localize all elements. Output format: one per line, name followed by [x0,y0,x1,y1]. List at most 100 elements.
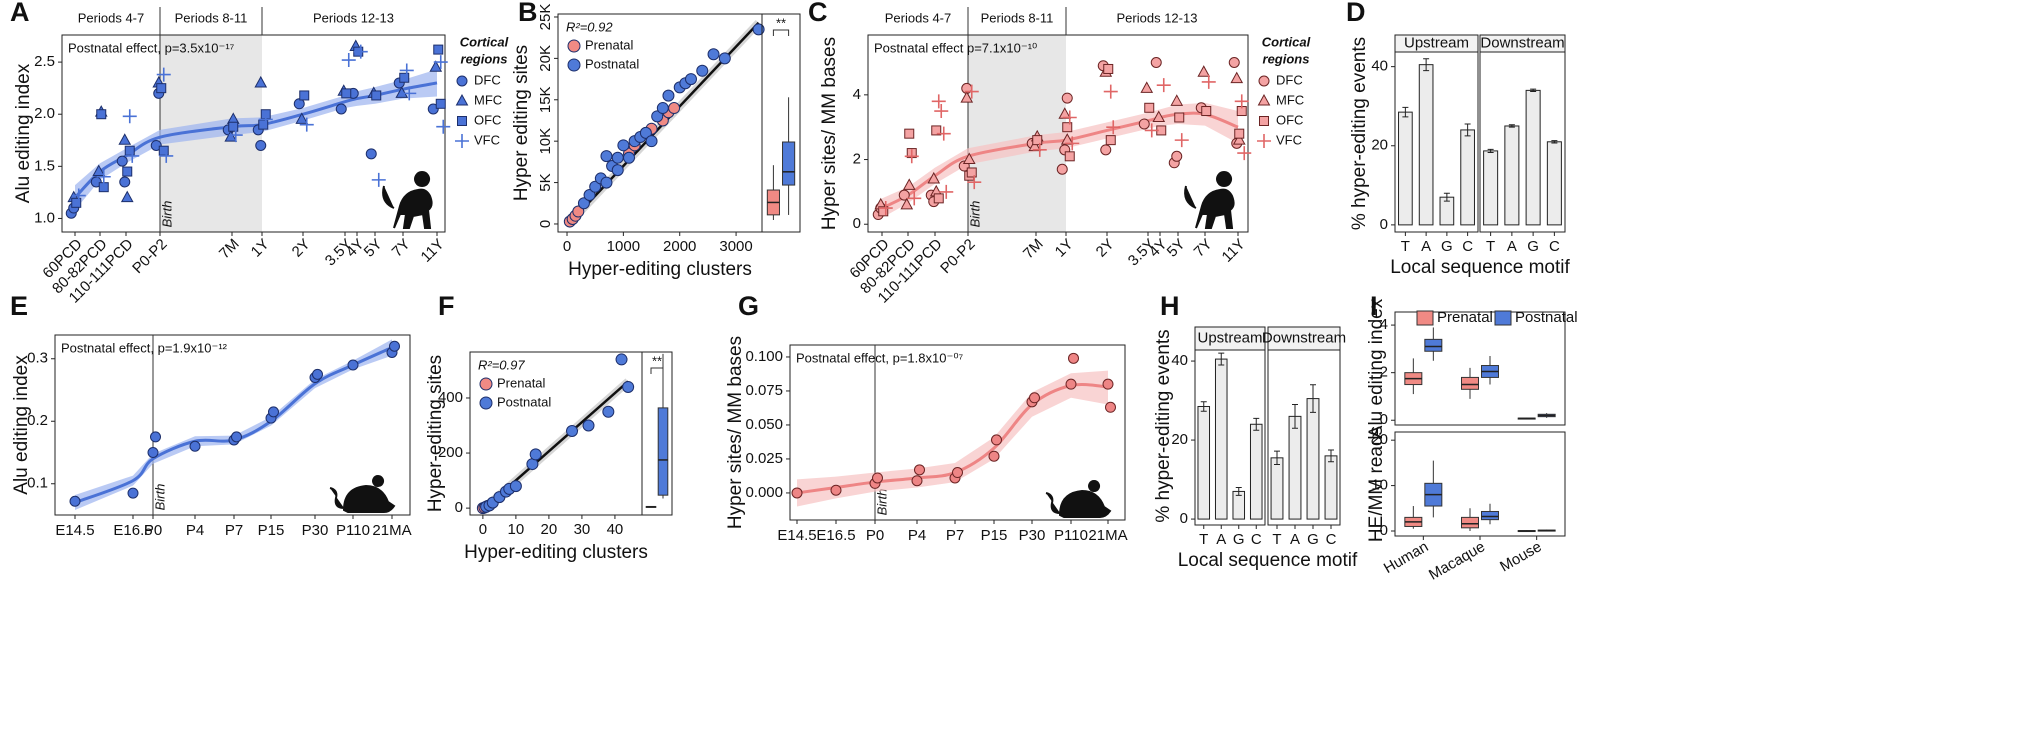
legend-title: Cortical [1262,34,1311,49]
point [645,135,658,148]
bar [1525,89,1541,226]
error-bar [1274,450,1280,466]
point [509,480,522,493]
point [1065,136,1080,151]
error-bar [1328,449,1334,463]
panel-letter: H [1160,291,1180,321]
legend-label: MFC [474,92,502,107]
x-tick-label: E16.5 [113,522,152,539]
point [1032,135,1043,146]
plot-frame [761,13,801,233]
box [1481,510,1499,521]
point [718,52,731,65]
y-tick-label: 4 [1380,316,1388,333]
y-axis-label: Alu editing index [1366,298,1387,438]
x-tick-label: C [1326,531,1337,548]
bar [1270,457,1284,520]
point [156,67,171,82]
legend-marker [455,134,469,148]
x-tick-label: 5Y [361,236,386,261]
point [228,121,239,132]
point [189,440,201,452]
mouse-icon [1045,480,1112,518]
box [1461,376,1479,390]
point [1174,112,1185,123]
bar [1398,111,1413,226]
period-label: Periods 8-11 [175,10,248,25]
point [1056,163,1068,175]
point [1064,151,1075,162]
point [662,89,675,102]
x-tick-label: 21MA [1088,527,1127,544]
x-tick-label: 2Y [1093,236,1118,261]
point [904,128,915,139]
point [966,167,977,178]
legend-label: VFC [474,132,500,147]
point [602,405,615,418]
y-axis-label: Hyper editing sites [511,45,532,201]
period-label: Periods 4-7 [78,10,144,25]
x-tick-label: G [1307,531,1319,548]
point [1170,94,1184,106]
x-tick-label: P7 [225,522,243,539]
point [127,487,139,499]
x-tick-label: P7 [946,527,964,544]
point [904,149,919,164]
point [1100,144,1112,156]
y-tick-label: 200 [438,444,463,461]
y-tick-label: 0 [455,499,463,516]
point [582,419,595,432]
x-tick-label: 7M [1020,236,1047,263]
box [657,407,669,496]
x-tick-label: P0 [144,522,162,539]
y-tick-label: 15K [537,86,554,113]
plot-frame [1267,349,1341,526]
y-tick-label: 0.2 [27,412,48,429]
error-bar [1310,384,1316,413]
point [934,104,949,119]
error-bar [1292,404,1298,429]
error-bar [1487,148,1494,153]
plot-frame [54,334,411,516]
mouse-icon [329,475,396,513]
x-tick-label: 0 [479,521,487,538]
x-tick-label: A [1421,238,1431,255]
error-bar [1551,140,1558,144]
point [312,368,323,380]
y-tick-label: 0.025 [745,450,783,467]
point [617,139,630,152]
x-tick-label: 1000 [607,238,640,255]
point [118,133,132,145]
x-tick-label: 30 [574,521,591,538]
y-tick-label: 0 [853,215,861,232]
y-tick-label: 20 [1371,431,1388,448]
plot-frame [1479,51,1566,233]
box [1461,516,1479,529]
point [1156,78,1171,93]
legend-label: Postnatal [1515,309,1578,326]
legend-label: DFC [474,72,501,87]
monkey-icon [1184,171,1235,229]
point [156,83,167,94]
y-tick-label: 0.3 [27,350,48,367]
y-tick-label: 0.000 [745,484,783,501]
point [623,151,636,164]
point [611,164,624,177]
panel-letter: D [1346,0,1366,27]
y-tick-label: 0.075 [745,382,783,399]
point [611,151,624,164]
point [589,180,602,193]
point [566,425,579,438]
point [1029,392,1040,404]
error-bar [1508,124,1515,128]
x-tick-label: P15 [981,527,1008,544]
legend-title: regions [1263,51,1310,66]
point [1232,133,1246,145]
x-tick-label: Macaque [1426,538,1488,584]
point [952,467,963,479]
x-tick-label: E14.5 [55,522,94,539]
point [911,475,923,487]
x-tick-label: 3000 [719,238,752,255]
birth-label: Birth [152,484,167,511]
x-tick-label: C [1251,531,1262,548]
